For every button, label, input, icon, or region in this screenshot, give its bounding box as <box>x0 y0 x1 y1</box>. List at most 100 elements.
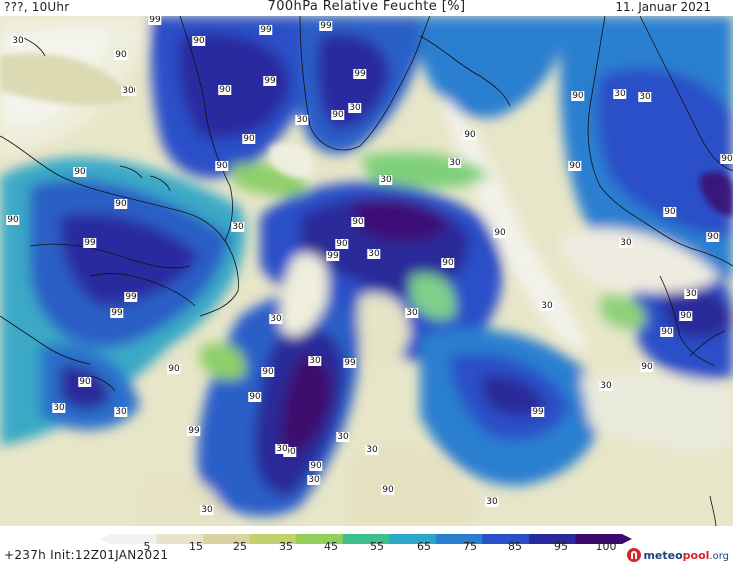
contour-label: 90 <box>167 364 181 374</box>
colorbar-swatch <box>389 534 437 544</box>
logo-wordmark: meteopool.org <box>643 548 729 562</box>
colorbar-swatch <box>296 534 344 544</box>
contour-label: 90 <box>242 134 256 144</box>
contour-label: 30 <box>684 289 698 299</box>
contour-label: 90 <box>283 447 297 457</box>
colorbar-tick-label: 85 <box>508 540 522 553</box>
contour-label: 30 <box>540 301 554 311</box>
contour-label: 90 <box>192 36 206 46</box>
meteopool-logo-icon <box>627 548 642 562</box>
contour-label: 30 <box>200 505 214 515</box>
forecast-valid-label: ???, 10Uhr <box>4 0 70 14</box>
colorbar-swatch <box>435 534 483 544</box>
colorbar-swatch <box>110 534 158 544</box>
colorbar-tick-label: 65 <box>417 540 431 553</box>
colorbar-arrow-left <box>100 534 110 544</box>
colorbar-tick-label: 75 <box>463 540 477 553</box>
contour-label: 90 <box>215 161 229 171</box>
contour-label: 30 <box>367 249 381 259</box>
contour-label: 90 <box>663 207 677 217</box>
contour-label: 90 <box>114 199 128 209</box>
colorbar-tick-label: 35 <box>279 540 293 553</box>
contour-label: 99 <box>187 426 201 436</box>
contour-label: 90 <box>381 485 395 495</box>
contour-label: 90 <box>6 215 20 225</box>
colorbar-swatch <box>249 534 297 544</box>
colorbar-swatch <box>156 534 204 544</box>
colorbar <box>100 529 632 544</box>
contour-label: 90 <box>441 258 455 268</box>
colorbar-tick-label: 5 <box>143 540 151 553</box>
contour-label: 30 <box>405 308 419 318</box>
contour-label: 90 <box>261 367 275 377</box>
colorbar-swatch <box>203 534 251 544</box>
contour-label: 99 <box>83 238 97 248</box>
contour-label: 30 <box>448 158 462 168</box>
colorbar-tick-label: 100 <box>595 540 617 553</box>
forecast-date: 11. Januar 2021 <box>615 0 711 14</box>
map-header: ???, 10Uhr 700hPa Relative Feuchte [%] 1… <box>0 0 733 16</box>
contour-label: 30 <box>308 356 322 366</box>
coastlines <box>0 16 733 526</box>
colorbar-labels: 5 15 25 35 45 55 65 75 85 95 100 <box>0 540 733 554</box>
contour-label: 90 <box>660 327 674 337</box>
meteopool-logo[interactable]: meteopool.org <box>627 546 729 564</box>
contour-label: 90 <box>679 311 693 321</box>
contour-label: 90 <box>640 362 654 372</box>
contour-label: 30 <box>11 36 25 46</box>
contour-label: 90 <box>78 377 92 387</box>
contour-label: 99 <box>148 16 162 25</box>
contour-label: 30 <box>52 403 66 413</box>
contour-label: 99 <box>263 76 277 86</box>
colorbar-swatch <box>575 534 623 544</box>
contour-label: 30 <box>307 475 321 485</box>
contour-label: 90 <box>493 228 507 238</box>
contour-label: 90 <box>73 167 87 177</box>
contour-label: 90 <box>218 85 232 95</box>
contour-label: 90 <box>351 217 365 227</box>
contour-label: 90 <box>720 154 733 164</box>
colorbar-tick-label: 45 <box>324 540 338 553</box>
map-title: 700hPa Relative Feuchte [%] <box>267 0 466 14</box>
contour-label: 30 <box>275 444 289 454</box>
contour-label: 99 <box>326 251 340 261</box>
contour-label: 90 <box>331 110 345 120</box>
contour-label: 30 <box>379 175 393 185</box>
contour-label: 30 <box>638 92 652 102</box>
contour-label: 99 <box>343 358 357 368</box>
contour-label: 90 <box>309 461 323 471</box>
contour-label: 30 <box>348 103 362 113</box>
humidity-map: 9990999090993099903099909090993030903030… <box>0 16 733 526</box>
contour-label: 90 <box>706 232 720 242</box>
contour-label: 30 <box>485 497 499 507</box>
contour-label: 30 <box>231 222 245 232</box>
colorbar-tick-label: 55 <box>370 540 384 553</box>
run-info: +237h Init:12Z01JAN2021 <box>4 548 169 562</box>
contour-label: 30 <box>613 89 627 99</box>
contour-label: 90 <box>463 130 477 140</box>
colorbar-swatch <box>342 534 390 544</box>
contour-label: 99 <box>353 69 367 79</box>
colorbar-tick-label: 25 <box>233 540 247 553</box>
contour-label: 99 <box>124 292 138 302</box>
colorbar-swatch <box>482 534 530 544</box>
contour-label: 30 <box>121 86 135 96</box>
colorbar-tick-label: 95 <box>554 540 568 553</box>
contour-label: 99 <box>319 21 333 31</box>
contour-label: 99 <box>259 25 273 35</box>
contour-label: 30 <box>619 238 633 248</box>
contour-label: 30 <box>599 381 613 391</box>
contour-label: 30 <box>365 445 379 455</box>
contour-label: 90 <box>335 239 349 249</box>
contour-label: 30 <box>114 407 128 417</box>
colorbar-swatch <box>528 534 576 544</box>
contour-label: 30 <box>269 314 283 324</box>
contour-label: 90 <box>568 161 582 171</box>
colorbar-ramp <box>100 534 632 544</box>
contour-label: 30 <box>336 432 350 442</box>
contour-label: 90 <box>248 392 262 402</box>
contour-label: 99 <box>531 407 545 417</box>
colorbar-arrow-right <box>622 534 632 544</box>
contour-label: 30 <box>295 115 309 125</box>
colorbar-tick-label: 15 <box>189 540 203 553</box>
